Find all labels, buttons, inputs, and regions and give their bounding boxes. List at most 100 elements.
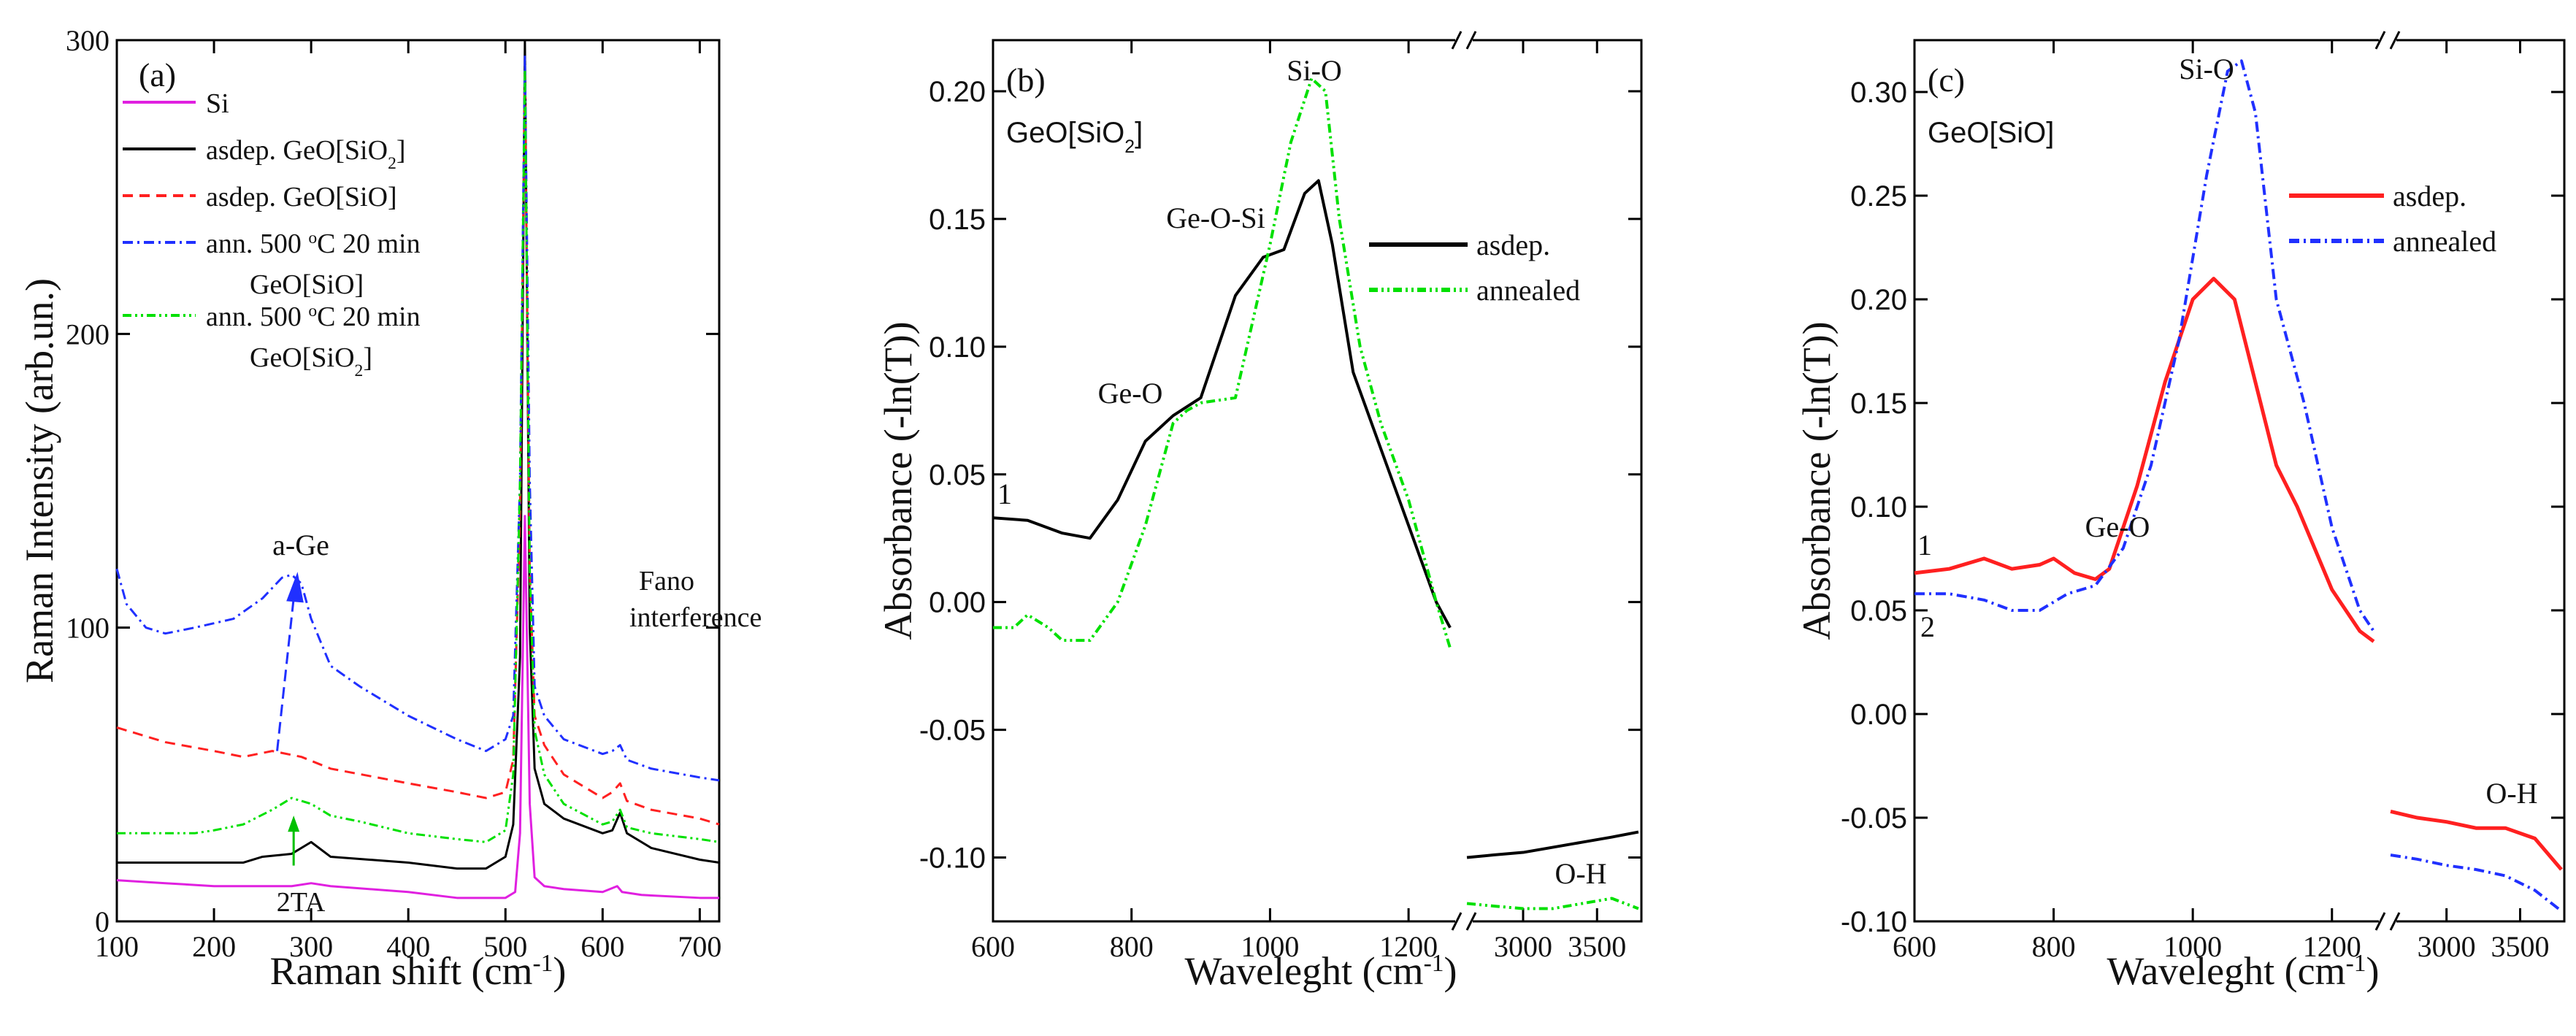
legend-label-a-4-tail: C 20 min — [317, 302, 420, 332]
x-axis-label-b-xlabel_main: Waveleght (cm — [1185, 949, 1424, 993]
plot-frame-a — [115, 39, 721, 923]
legend-label-a-1-tail: ] — [396, 135, 406, 166]
y-axis-label-b: Absorbance (-ln(T)) — [876, 321, 920, 640]
legend-label-a-3-tail: C 20 min — [317, 229, 420, 259]
x-tick-break-label-c: 3000 — [2418, 930, 2476, 963]
series-line-a-0 — [116, 515, 719, 899]
annotation-2ta: 2TA — [277, 887, 326, 918]
series-line-b-1 — [993, 77, 1452, 649]
legend-label-a-1-text: asdep. GeO[SiO — [206, 135, 388, 166]
annotation-b-si_o: Si-O — [1287, 54, 1342, 87]
annotation-c-two: 2 — [1920, 610, 1935, 643]
series-line-break-b-1 — [1466, 897, 1639, 910]
sample-label-c: GeO[SiO] — [1928, 117, 2054, 149]
sample-label-b-sample_tail: ] — [1135, 117, 1143, 149]
series-line-a-3 — [115, 53, 720, 782]
y-tick-label-c: 0.20 — [1850, 284, 1907, 316]
legend-label-a-1: asdep. GeO[SiO2] — [206, 135, 406, 173]
axis-break-mark-b — [1465, 31, 1477, 50]
annotation-b-one: 1 — [997, 477, 1012, 510]
annotation-b-ge_o_si: Ge-O-Si — [1166, 202, 1265, 234]
series-line-a-2 — [116, 68, 720, 826]
x-axis-label-a: Raman shift (cm-1) — [270, 949, 567, 993]
legend-label-a-3-text: ann. 500 — [206, 229, 308, 259]
y-tick-label-c: 0.25 — [1850, 180, 1907, 212]
y-tick-label-c: 0.10 — [1850, 491, 1907, 523]
legend-label2-a-3: GeO[SiO] — [250, 269, 364, 300]
axis-break-gap-b-1 — [1455, 917, 1473, 926]
axis-break-mark-b — [1465, 912, 1477, 931]
sample-label-b: GeO[SiO2] — [1006, 117, 1143, 157]
axis-break-mark-b — [1451, 31, 1463, 50]
x-axis-label-c-xlabel_sup: -1 — [2346, 950, 2366, 977]
x-tick-label-c: 1200 — [2303, 930, 2361, 963]
y-tick-label-b: 0.00 — [929, 587, 986, 619]
sample-label-c-sample_label: GeO[SiO] — [1928, 117, 2054, 149]
y-tick-label-c: -0.05 — [1841, 802, 1907, 834]
x-axis-label-a-xlabel_tail: ) — [553, 949, 566, 993]
plot-frame-b — [992, 39, 1643, 923]
x-tick-label-a: 400 — [386, 930, 430, 963]
annotation-b-ge_o: Ge-O — [1098, 377, 1163, 410]
legend-label-a-0: Si — [206, 88, 229, 119]
arrow-a-ge-head — [286, 572, 304, 603]
legend-label-a-0-text: Si — [206, 88, 229, 119]
y-tick-label-c: -0.10 — [1841, 906, 1907, 938]
annotation-a-ge: a-Ge — [272, 529, 329, 561]
series-line-break-c-1 — [2390, 853, 2563, 913]
panel-label-a: (a) — [139, 56, 176, 93]
legend-label-b-0: asdep. — [1476, 229, 1550, 261]
axis-break-gap-c-1 — [2379, 917, 2396, 926]
annotation-c-o_h: O-H — [2485, 777, 2537, 810]
panel-label-c: (c) — [1928, 61, 1965, 99]
x-tick-label-a: 600 — [580, 930, 624, 963]
annotation-fano-2: interference — [629, 602, 762, 633]
x-axis-label-c: Waveleght (cm-1) — [2107, 949, 2380, 993]
legend-label-a-1-sub: 2 — [388, 154, 396, 173]
x-tick-break-label-b: 3500 — [1568, 930, 1626, 963]
series-line-break-c-0 — [2390, 810, 2563, 871]
axis-break-mark-c — [2374, 31, 2386, 50]
annotation-c-one: 1 — [1917, 529, 1932, 561]
x-tick-label-a: 300 — [289, 930, 333, 963]
axis-break-mark-b — [1451, 912, 1463, 931]
legend-label-c-1: annealed — [2393, 225, 2496, 258]
x-tick-label-b: 600 — [971, 930, 1015, 963]
legend-label-b-1: annealed — [1476, 274, 1580, 307]
x-axis-label-c-xlabel_main: Waveleght (cm — [2107, 949, 2346, 993]
series-line-a-1 — [117, 39, 720, 870]
legend-label-a-4-sup: o — [308, 302, 317, 321]
y-tick-label-b: 0.10 — [929, 331, 986, 364]
axis-break-mark-c — [2389, 912, 2401, 931]
annotation-b-o_h: O-H — [1555, 857, 1606, 890]
series-line-b-0 — [992, 179, 1452, 629]
axis-break-mark-c — [2374, 912, 2386, 931]
y-tick-label-a: 300 — [66, 24, 110, 57]
axis-break-gap-b-0 — [1455, 36, 1473, 45]
sample-label-b-sample_label: GeO[SiO — [1006, 117, 1124, 149]
y-tick-label-c: 0.00 — [1850, 699, 1907, 731]
x-tick-label-a: 700 — [678, 930, 721, 963]
panel-c: 600 800 1000 1200 3000 3500 -0.10 -0.05 0.00 0.05… — [1795, 31, 2566, 993]
y-tick-label-a: 0 — [95, 905, 110, 938]
y-tick-label-c: 0.05 — [1850, 595, 1907, 627]
x-tick-label-b: 800 — [1110, 930, 1154, 963]
x-tick-label-a: 500 — [483, 930, 527, 963]
legend-label2-a-4: GeO[SiO2] — [250, 342, 372, 380]
panel-b: 600 800 1000 1200 3000 3500 -0.10 -0.05 0.00 0.05… — [876, 31, 1643, 993]
y-tick-label-b: -0.05 — [919, 715, 986, 747]
x-axis-label-b: Waveleght (cm-1) — [1185, 949, 1457, 993]
axis-break-mark-c — [2389, 31, 2401, 50]
y-tick-label-a: 200 — [66, 318, 110, 350]
legend-label-a-3-sup: o — [308, 229, 317, 248]
legend-label2-a-4-line2: GeO[SiO — [250, 342, 355, 373]
y-tick-label-b: 0.05 — [929, 459, 986, 491]
y-tick-label-b: 0.15 — [929, 204, 986, 236]
legend-label2-a-4-line2_sub: 2 — [355, 361, 364, 380]
legend-label2-a-3-line2: GeO[SiO] — [250, 269, 364, 300]
x-axis-label-c-xlabel_tail: ) — [2366, 949, 2379, 993]
annotation-c-ge_o: Ge-O — [2085, 510, 2150, 543]
panel-label-b: (b) — [1006, 61, 1046, 99]
x-axis-label-a-xlabel_main: Raman shift (cm — [270, 949, 533, 993]
